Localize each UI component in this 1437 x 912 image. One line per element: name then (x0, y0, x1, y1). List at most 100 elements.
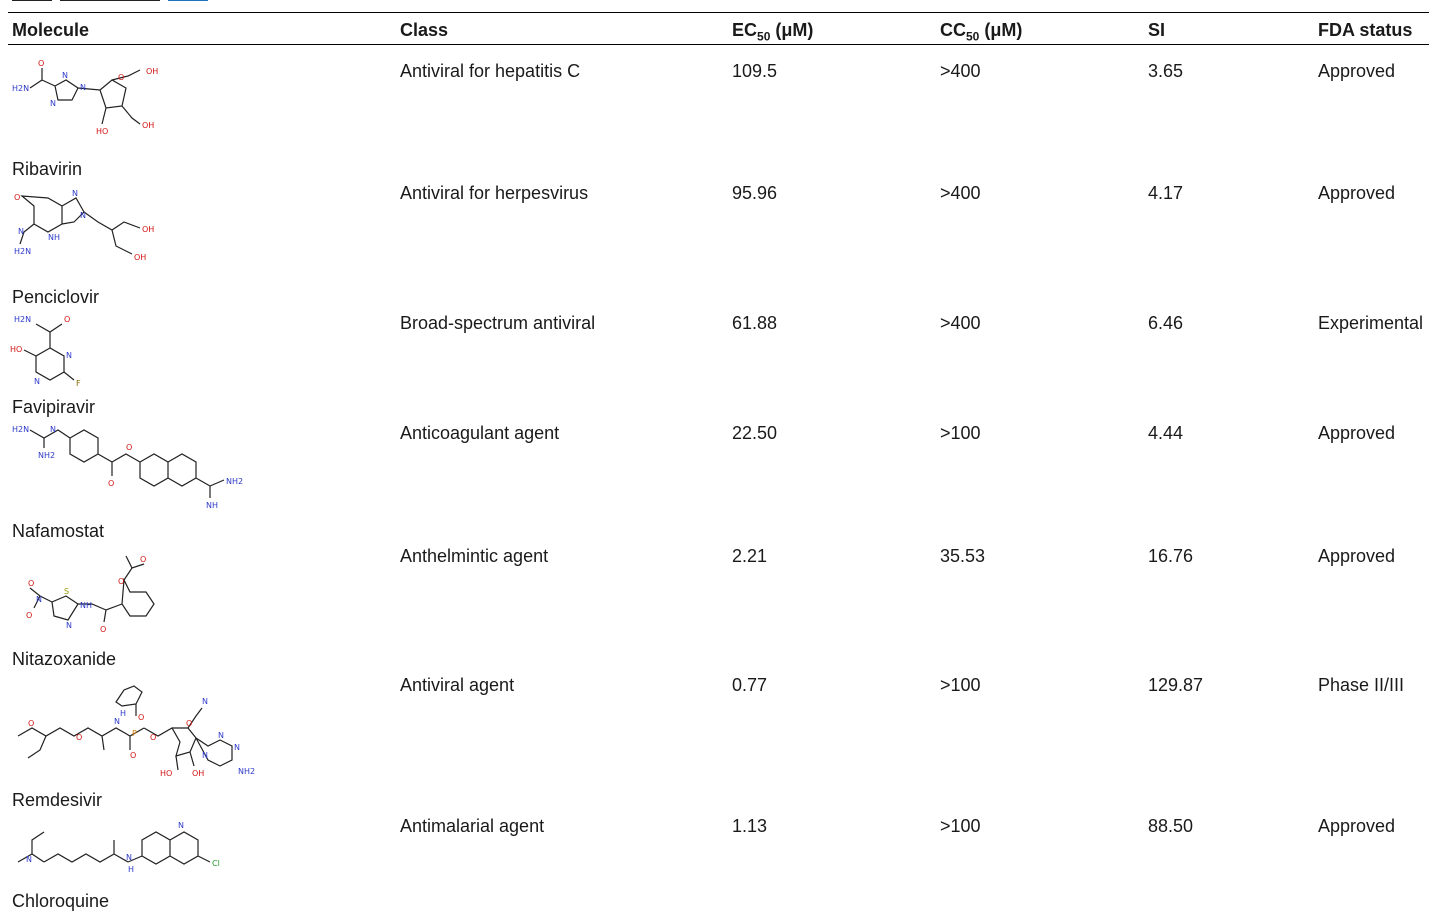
cell-cc50: >400 (940, 183, 981, 203)
svg-text:HO: HO (160, 769, 172, 778)
cell-si: 3.65 (1148, 61, 1184, 81)
svg-text:N: N (202, 751, 208, 760)
svg-text:N: N (80, 83, 86, 92)
cell-class: Antiviral for herpesvirus (400, 183, 589, 203)
cell-fda-status: Experimental (1318, 313, 1424, 333)
molecule-name: Chloroquine (12, 891, 110, 911)
molecule-name: Penciclovir (12, 287, 100, 307)
cell-ec50: 61.88 (732, 313, 778, 333)
svg-text:N: N (34, 377, 40, 386)
svg-text:O: O (126, 443, 132, 452)
svg-text:NH: NH (80, 601, 92, 610)
molecule-name: Nitazoxanide (12, 649, 117, 669)
cell-si: 4.17 (1148, 183, 1184, 203)
molecule-name: Ribavirin (12, 159, 83, 179)
cell-si: 129.87 (1148, 675, 1204, 695)
svg-text:O: O (140, 555, 146, 564)
cell-cc50: >100 (940, 816, 981, 836)
svg-text:O: O (100, 625, 106, 634)
svg-text:H2N: H2N (14, 315, 31, 324)
header-cc50: CC50 (μM) (940, 20, 1023, 44)
svg-text:N: N (218, 731, 224, 740)
svg-text:O: O (64, 315, 70, 324)
svg-text:O: O (130, 751, 136, 760)
svg-text:HO: HO (10, 345, 22, 354)
svg-text:O: O (28, 579, 34, 588)
svg-text:N: N (50, 425, 56, 434)
svg-text:O: O (26, 611, 32, 620)
header-molecule: Molecule (12, 20, 90, 40)
header-ec50: EC50 (μM) (732, 20, 814, 44)
svg-text:N: N (234, 743, 240, 752)
cell-fda-status: Approved (1318, 183, 1396, 203)
header-class: Class (400, 20, 449, 40)
svg-text:N: N (18, 227, 24, 236)
svg-text:N: N (114, 717, 120, 726)
svg-text:S: S (64, 587, 69, 596)
svg-text:O: O (28, 719, 34, 728)
cell-ec50: 0.77 (732, 675, 768, 695)
svg-text:N: N (50, 99, 56, 108)
cell-cc50: >100 (940, 675, 981, 695)
cell-class: Antiviral for hepatitis C (400, 61, 581, 81)
svg-text:P: P (132, 729, 137, 738)
svg-text:O: O (118, 73, 124, 82)
cell-fda-status: Approved (1318, 423, 1396, 443)
cell-ec50: 109.5 (732, 61, 778, 81)
svg-text:N: N (26, 855, 32, 864)
favipiravir-structure: H2N O HO N N F (10, 315, 81, 388)
svg-text:O: O (138, 713, 144, 722)
ribavirin-structure: H2N O N N N O OH HO OH (12, 59, 158, 136)
cell-cc50: 35.53 (940, 546, 986, 566)
svg-text:OH: OH (134, 253, 146, 262)
svg-text:OH: OH (146, 67, 158, 76)
svg-text:O: O (108, 479, 114, 488)
table-top-rule (8, 12, 1429, 13)
svg-text:O: O (76, 733, 82, 742)
svg-text:N: N (80, 211, 86, 220)
svg-text:N: N (126, 853, 132, 862)
svg-text:O: O (186, 719, 192, 728)
cell-class: Antiviral agent (400, 675, 515, 695)
cell-cc50: >400 (940, 313, 981, 333)
svg-text:O: O (150, 733, 156, 742)
cell-si: 88.50 (1148, 816, 1194, 836)
cell-si: 16.76 (1148, 546, 1194, 566)
svg-text:N: N (66, 621, 72, 630)
cell-fda-status: Approved (1318, 546, 1396, 566)
cell-ec50: 95.96 (732, 183, 778, 203)
cell-fda-status: Phase II/III (1318, 675, 1405, 695)
cell-si: 6.46 (1148, 313, 1184, 333)
svg-text:NH2: NH2 (226, 477, 243, 486)
cell-fda-status: Approved (1318, 61, 1396, 81)
svg-text:N: N (178, 821, 184, 830)
svg-text:H2N: H2N (12, 425, 29, 434)
header-bottom-rule (8, 44, 1429, 45)
svg-text:F: F (76, 379, 81, 388)
svg-text:O: O (118, 577, 124, 586)
svg-text:O: O (38, 59, 44, 68)
cell-ec50: 2.21 (732, 546, 768, 566)
svg-text:H: H (120, 709, 126, 718)
svg-text:NH2: NH2 (238, 767, 255, 776)
molecule-name: Nafamostat (12, 521, 105, 541)
penciclovir-structure: O N N N NH H2N OH OH (14, 189, 154, 262)
svg-text:NH: NH (48, 233, 60, 242)
cell-class: Broad-spectrum antiviral (400, 313, 596, 333)
header-si: SI (1148, 20, 1166, 40)
svg-text:N: N (202, 697, 208, 706)
svg-text:H2N: H2N (12, 84, 29, 93)
nafamostat-structure: H2N N NH2 O O NH2 NH (12, 425, 243, 510)
cell-ec50: 22.50 (732, 423, 778, 443)
svg-text:N: N (66, 351, 72, 360)
svg-text:O: O (14, 193, 20, 202)
svg-text:N: N (72, 189, 78, 198)
chloroquine-structure: N N H N Cl (17, 821, 220, 874)
svg-text:N: N (62, 71, 68, 80)
svg-text:H: H (128, 865, 134, 874)
cell-fda-status: Approved (1318, 816, 1396, 836)
svg-text:NH: NH (206, 501, 218, 510)
cell-cc50: >400 (940, 61, 981, 81)
svg-text:OH: OH (142, 121, 154, 130)
svg-text:Cl: Cl (212, 859, 220, 868)
